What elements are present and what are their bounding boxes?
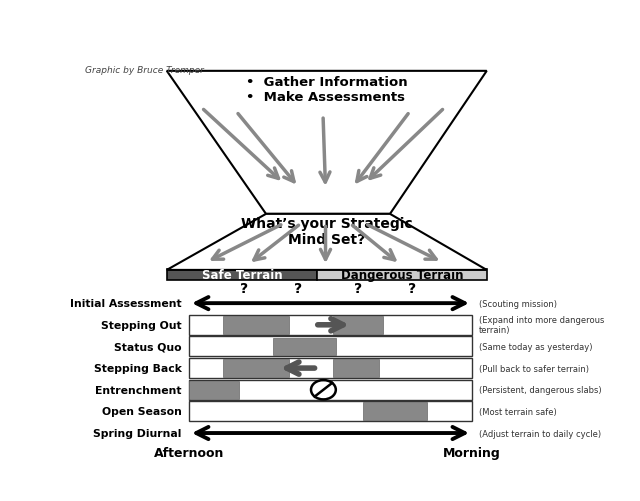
Text: Entrenchment: Entrenchment	[95, 385, 182, 395]
Bar	[223, 316, 289, 334]
Polygon shape	[167, 72, 486, 214]
Text: Stepping Back: Stepping Back	[94, 363, 182, 373]
Text: (Most terrain safe): (Most terrain safe)	[479, 407, 557, 416]
Bar	[333, 316, 383, 334]
Text: (Expand into more dangerous
terrain): (Expand into more dangerous terrain)	[479, 316, 605, 335]
Text: •  Gather Information
•  Make Assessments: • Gather Information • Make Assessments	[246, 76, 408, 104]
Bar	[363, 403, 427, 420]
Bar	[189, 315, 472, 335]
Text: What’s your Strategic
Mind Set?: What’s your Strategic Mind Set?	[241, 216, 413, 246]
Bar	[317, 269, 486, 281]
Text: Stepping Out: Stepping Out	[101, 320, 182, 330]
Text: (Scouting mission): (Scouting mission)	[479, 299, 557, 308]
Bar	[189, 401, 472, 421]
Text: Safe Terrain: Safe Terrain	[202, 269, 282, 282]
Text: Afternoon: Afternoon	[154, 446, 224, 459]
Bar	[189, 381, 239, 399]
Text: (Persistent, dangerous slabs): (Persistent, dangerous slabs)	[479, 385, 602, 394]
Bar	[333, 360, 378, 377]
Text: Dangerous Terrain: Dangerous Terrain	[340, 269, 463, 282]
Text: ?: ?	[294, 281, 302, 295]
Text: Spring Diurnal: Spring Diurnal	[93, 428, 182, 438]
Bar	[273, 338, 336, 356]
Text: (Same today as yesterday): (Same today as yesterday)	[479, 342, 593, 351]
Text: Initial Assessment: Initial Assessment	[70, 299, 182, 309]
Bar	[189, 358, 472, 378]
Text: ?: ?	[354, 281, 362, 295]
Text: Morning: Morning	[443, 446, 500, 459]
Text: Open Season: Open Season	[102, 407, 182, 416]
Text: (Pull back to safer terrain): (Pull back to safer terrain)	[479, 364, 589, 373]
Text: ?: ?	[408, 281, 417, 295]
Bar	[223, 360, 289, 377]
Text: (Adjust terrain to daily cycle): (Adjust terrain to daily cycle)	[479, 429, 602, 438]
Bar	[167, 269, 317, 281]
Polygon shape	[167, 214, 486, 271]
Text: Graphic by Bruce Tremper: Graphic by Bruce Tremper	[85, 66, 204, 75]
Bar	[189, 337, 472, 357]
Text: Status Quo: Status Quo	[114, 342, 182, 352]
Bar	[189, 380, 472, 400]
Text: ?: ?	[239, 281, 248, 295]
